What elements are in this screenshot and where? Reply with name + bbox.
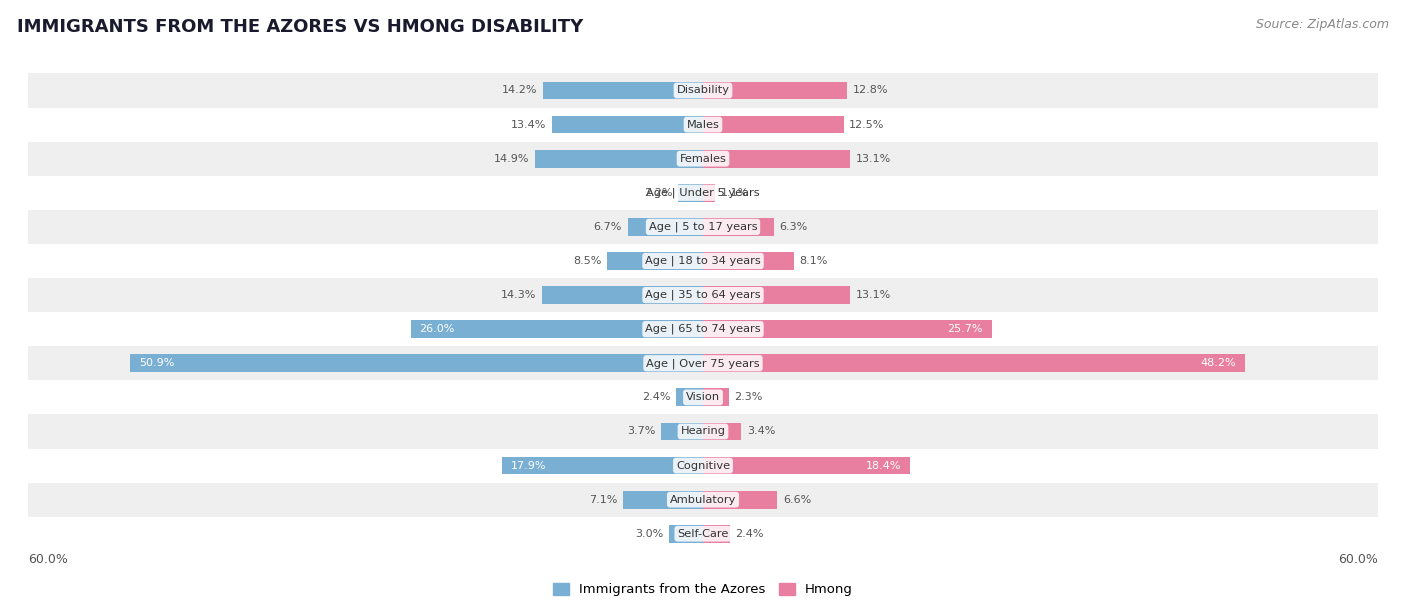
Text: Age | Under 5 years: Age | Under 5 years [647, 187, 759, 198]
Text: 60.0%: 60.0% [1339, 553, 1378, 565]
Bar [669, 525, 703, 543]
Bar [678, 184, 703, 201]
Bar [703, 320, 993, 338]
Text: 26.0%: 26.0% [419, 324, 456, 334]
Text: Age | 65 to 74 years: Age | 65 to 74 years [645, 324, 761, 334]
Text: 2.2%: 2.2% [644, 188, 672, 198]
Bar [28, 73, 1378, 108]
Bar [28, 346, 1378, 380]
Text: Vision: Vision [686, 392, 720, 402]
Bar [553, 116, 703, 133]
Text: 60.0%: 60.0% [28, 553, 67, 565]
Bar [703, 354, 1246, 372]
Text: IMMIGRANTS FROM THE AZORES VS HMONG DISABILITY: IMMIGRANTS FROM THE AZORES VS HMONG DISA… [17, 18, 583, 36]
Text: 2.4%: 2.4% [643, 392, 671, 402]
Bar [543, 81, 703, 99]
Bar [28, 449, 1378, 483]
Bar [131, 354, 703, 372]
Text: 7.1%: 7.1% [589, 494, 617, 505]
Text: Age | 18 to 34 years: Age | 18 to 34 years [645, 256, 761, 266]
Bar [627, 218, 703, 236]
Bar [703, 389, 728, 406]
Bar [623, 491, 703, 509]
Text: Age | Over 75 years: Age | Over 75 years [647, 358, 759, 368]
Text: 6.6%: 6.6% [783, 494, 811, 505]
Bar [28, 176, 1378, 210]
Bar [28, 380, 1378, 414]
Text: 2.3%: 2.3% [734, 392, 763, 402]
Text: 13.1%: 13.1% [856, 154, 891, 163]
Bar [28, 312, 1378, 346]
Text: Age | 35 to 64 years: Age | 35 to 64 years [645, 290, 761, 300]
Text: Females: Females [679, 154, 727, 163]
Text: 50.9%: 50.9% [139, 358, 174, 368]
Text: Disability: Disability [676, 86, 730, 95]
Text: Males: Males [686, 119, 720, 130]
Text: 6.7%: 6.7% [593, 222, 621, 232]
Bar [703, 525, 730, 543]
Bar [28, 210, 1378, 244]
Text: 8.5%: 8.5% [574, 256, 602, 266]
Text: 3.7%: 3.7% [627, 427, 655, 436]
Bar [28, 278, 1378, 312]
Bar [661, 423, 703, 440]
Bar [28, 483, 1378, 517]
Bar [543, 286, 703, 304]
Bar [703, 116, 844, 133]
Bar [28, 141, 1378, 176]
Text: Age | 5 to 17 years: Age | 5 to 17 years [648, 222, 758, 232]
Text: 1.1%: 1.1% [721, 188, 749, 198]
Text: 12.5%: 12.5% [849, 119, 884, 130]
Text: 3.0%: 3.0% [636, 529, 664, 539]
Bar [502, 457, 703, 474]
Text: 25.7%: 25.7% [948, 324, 983, 334]
Text: 14.3%: 14.3% [501, 290, 537, 300]
Text: 12.8%: 12.8% [852, 86, 889, 95]
Text: Cognitive: Cognitive [676, 461, 730, 471]
Bar [703, 491, 778, 509]
Bar [28, 244, 1378, 278]
Bar [28, 414, 1378, 449]
Text: 14.2%: 14.2% [502, 86, 537, 95]
Text: 13.1%: 13.1% [856, 290, 891, 300]
Text: Hearing: Hearing [681, 427, 725, 436]
Bar [703, 150, 851, 168]
Text: 13.4%: 13.4% [512, 119, 547, 130]
Text: 8.1%: 8.1% [800, 256, 828, 266]
Text: 17.9%: 17.9% [510, 461, 546, 471]
Text: 6.3%: 6.3% [779, 222, 807, 232]
Text: 14.9%: 14.9% [495, 154, 530, 163]
Text: 48.2%: 48.2% [1201, 358, 1236, 368]
Text: 2.4%: 2.4% [735, 529, 763, 539]
Bar [411, 320, 703, 338]
Bar [28, 517, 1378, 551]
Bar [536, 150, 703, 168]
Bar [703, 218, 773, 236]
Bar [703, 286, 851, 304]
Text: 3.4%: 3.4% [747, 427, 775, 436]
Bar [703, 184, 716, 201]
Bar [703, 457, 910, 474]
Bar [703, 252, 794, 270]
Legend: Immigrants from the Azores, Hmong: Immigrants from the Azores, Hmong [547, 578, 859, 602]
Bar [28, 108, 1378, 141]
Text: Source: ZipAtlas.com: Source: ZipAtlas.com [1256, 18, 1389, 31]
Bar [703, 81, 846, 99]
Text: Self-Care: Self-Care [678, 529, 728, 539]
Text: Ambulatory: Ambulatory [669, 494, 737, 505]
Bar [607, 252, 703, 270]
Text: 18.4%: 18.4% [866, 461, 901, 471]
Bar [676, 389, 703, 406]
Bar [703, 423, 741, 440]
